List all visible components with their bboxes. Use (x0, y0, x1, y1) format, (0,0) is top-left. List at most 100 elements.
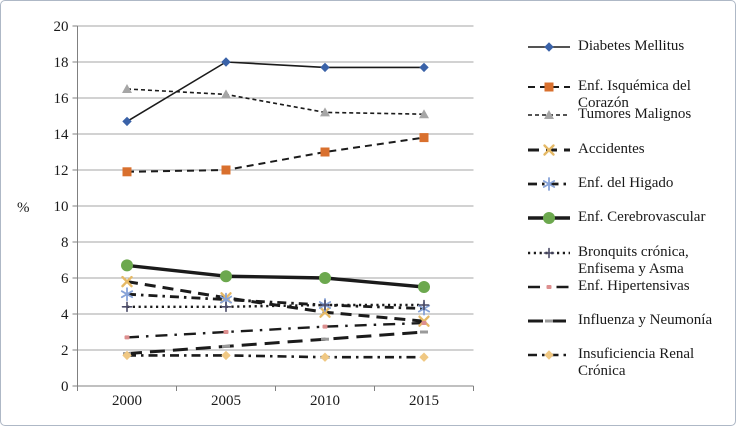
marker-x-icon (543, 144, 555, 156)
legend-marker-circle-icon (528, 212, 570, 224)
legend-label: Enf. Hipertensivas (578, 278, 690, 294)
marker-square-icon (544, 82, 554, 92)
marker-dot-icon (223, 330, 229, 334)
marker-circle-icon (121, 259, 133, 272)
legend-label: Influenza y Neumonía (578, 312, 713, 328)
legend-marker-plus-icon (528, 247, 570, 259)
marker-asterisk-icon (542, 177, 556, 191)
marker-diamond-icon (221, 57, 231, 67)
legend-item: Accidentes (527, 141, 730, 159)
marker-x-icon (121, 275, 133, 288)
legend-marker-diamond-icon (528, 42, 570, 52)
marker-dash-icon (321, 337, 329, 341)
marker-plus-icon (418, 299, 430, 311)
marker-diamond-icon (122, 116, 132, 127)
marker-plus-icon (220, 301, 232, 313)
legend-marker-triangle-icon (528, 110, 570, 119)
marker-square-icon (419, 133, 429, 143)
marker-dash-icon (222, 344, 230, 348)
marker-dot-icon (124, 335, 130, 340)
y-tick-label: 12 (54, 163, 69, 179)
series-line (127, 354, 424, 359)
marker-diamond-icon (544, 42, 554, 52)
series-line (126, 280, 425, 323)
legend-item: Enf. Hipertensivas (527, 278, 730, 296)
x-tick-label: 2010 (310, 393, 340, 409)
legend-marker-dash-icon (528, 319, 570, 323)
y-tick-label: 8 (61, 235, 69, 251)
legend-label: Insuficiencia Renal Crónica (578, 346, 695, 379)
marker-square-icon (122, 167, 132, 177)
marker-triangle-icon (419, 109, 429, 119)
y-tick-label: 10 (54, 199, 69, 215)
legend-label: Bronquits crónica, Enfisema y Asma (578, 244, 689, 277)
legend-marker-asterisk-icon (528, 177, 570, 191)
legend-item: Influenza y Neumonía (527, 312, 730, 330)
marker-diamond-icon (419, 352, 429, 362)
series-line (126, 263, 425, 289)
legend-item: Enf. Cerebrovascular (527, 209, 730, 227)
marker-circle-icon (418, 281, 430, 293)
y-tick-label: 6 (61, 271, 69, 287)
x-tick-label: 2005 (211, 393, 241, 409)
legend-marker-diamond-icon (528, 350, 570, 360)
legend-item: Enf. Isquémica del Corazón (527, 78, 730, 112)
y-tick-label: 20 (54, 19, 69, 35)
marker-diamond-icon (320, 352, 330, 362)
legend-item: Insuficiencia Renal Crónica (527, 346, 730, 380)
legend-label: Diabetes Mellitus (578, 38, 685, 54)
y-tick-label: 2 (61, 343, 69, 359)
legend-item: Enf. del Higado (527, 175, 730, 193)
legend-marker-square-icon (528, 82, 570, 92)
y-tick-label: 0 (61, 379, 69, 395)
series-line (126, 88, 425, 115)
y-tick-label: 14 (54, 127, 70, 143)
series-line (126, 330, 425, 356)
y-tick-label: 4 (61, 307, 69, 323)
marker-circle-icon (319, 272, 331, 284)
marker-triangle-icon (221, 89, 231, 99)
y-axis-title: % (17, 200, 30, 216)
marker-diamond-icon (419, 62, 429, 73)
legend-item: Diabetes Mellitus (527, 38, 730, 56)
line-chart: 0 2 4 6 8 10 12 14 16 18 20 2000 2005 2010 2015% (17, 19, 474, 409)
marker-circle-icon (220, 270, 232, 283)
marker-dash-icon (420, 330, 428, 334)
marker-plus-icon (121, 301, 133, 313)
marker-dash-icon (545, 319, 553, 323)
marker-dot-icon (546, 285, 552, 289)
chart-legend: Diabetes Mellitus Enf. Isquémica del Cora… (527, 1, 732, 425)
legend-item: Tumores Malignos (527, 106, 730, 124)
marker-circle-icon (543, 212, 555, 224)
legend-marker-x-icon (528, 144, 570, 156)
y-tick-label: 18 (54, 55, 69, 71)
marker-plus-icon (319, 299, 331, 311)
marker-triangle-icon (122, 84, 132, 93)
series-line (126, 136, 425, 173)
marker-dot-icon (421, 321, 427, 325)
y-tick-label: 16 (54, 91, 70, 107)
legend-label: Accidentes (578, 141, 645, 157)
series-line (126, 292, 425, 310)
legend-label: Tumores Malignos (578, 106, 692, 122)
marker-diamond-icon (221, 350, 231, 361)
legend-label: Enf. del Higado (578, 175, 674, 191)
marker-square-icon (221, 165, 231, 175)
marker-triangle-icon (320, 107, 330, 117)
legend-label: Enf. Cerebrovascular (578, 209, 706, 225)
marker-dot-icon (322, 324, 328, 329)
marker-diamond-icon (122, 350, 132, 361)
x-tick-label: 2015 (409, 393, 439, 409)
marker-diamond-icon (544, 350, 554, 360)
marker-asterisk-icon (120, 287, 134, 302)
series-line (126, 321, 425, 339)
x-tick-label: 2000 (112, 393, 142, 409)
marker-x-icon (319, 306, 331, 318)
marker-triangle-icon (544, 110, 554, 119)
marker-plus-icon (543, 247, 555, 259)
legend-label: Enf. Isquémica del Corazón (578, 78, 691, 111)
marker-diamond-icon (320, 62, 330, 73)
marker-square-icon (320, 147, 330, 157)
legend-marker-dot-icon (528, 285, 570, 289)
